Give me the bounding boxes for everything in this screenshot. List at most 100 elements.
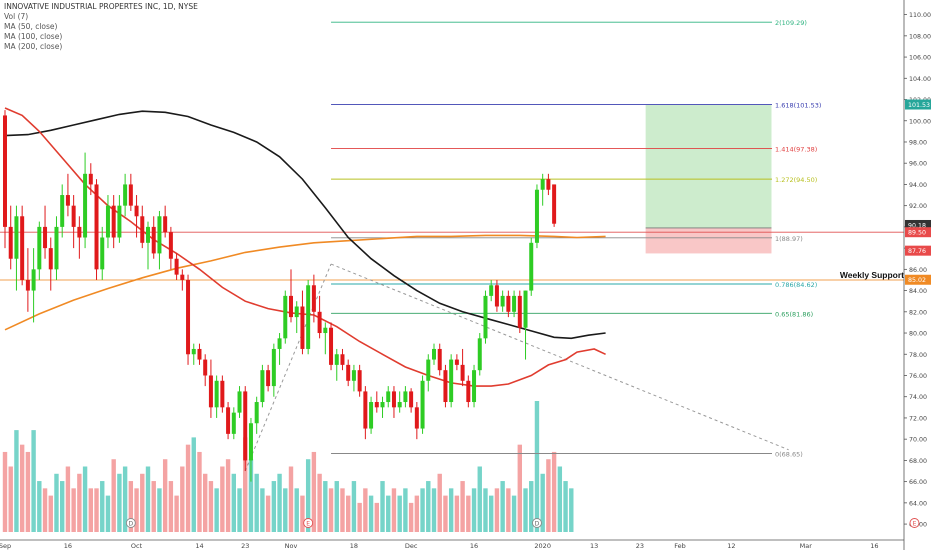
volume-bar (31, 430, 36, 532)
candle-body (54, 226, 59, 270)
candle-body (3, 115, 7, 227)
candle-body (317, 311, 322, 334)
candle-body (437, 348, 442, 371)
volume-bar (168, 481, 174, 532)
event-marker-label: D (535, 521, 540, 528)
candle-body (454, 359, 459, 365)
candle-body (117, 205, 122, 238)
time-tick-label: Dec (405, 542, 418, 550)
volume-bar (134, 488, 139, 532)
candle-body (186, 279, 191, 355)
time-tick-label: Feb (674, 542, 686, 550)
volume-bar (368, 495, 374, 532)
event-marker (532, 518, 542, 528)
candle-body (380, 402, 385, 408)
volume-bar (517, 444, 522, 532)
price-tick-label: 80.00 (909, 331, 927, 338)
candle-body (168, 232, 173, 259)
candle-body (414, 407, 419, 429)
volume-bar (128, 481, 134, 532)
legend-ma50[interactable]: MA (50, close) (4, 22, 58, 31)
candle-body (369, 402, 374, 429)
time-tick-label: 12 (727, 542, 735, 550)
legend-ma200[interactable]: MA (200, close) (4, 42, 63, 51)
candle-body (191, 348, 196, 355)
volume-bar (437, 473, 442, 532)
volume-bar (88, 488, 93, 532)
volume-bar (185, 444, 191, 532)
event-marker (909, 518, 920, 528)
volume-bar (380, 481, 385, 532)
candle-body (111, 205, 116, 238)
candle-body (220, 380, 225, 408)
volume-bar (203, 473, 208, 532)
volume-bar (174, 495, 179, 532)
volume-bar (248, 459, 254, 532)
price-label-text: 87.76 (908, 248, 926, 255)
volume-bar (151, 481, 156, 532)
fib-level-label: 0(68.65) (775, 450, 803, 458)
candle-body (477, 338, 482, 371)
candle-body (323, 327, 328, 334)
candle-body (300, 306, 305, 349)
price-label-text: 90.18 (908, 222, 926, 229)
price-tick-label: 96.00 (909, 161, 927, 168)
volume-bar (529, 481, 534, 532)
price-tick-label: 68.00 (909, 458, 927, 465)
time-tick-label: 23 (241, 542, 249, 550)
volume-bar (357, 502, 362, 532)
candle-body (163, 216, 168, 233)
volume-bar (551, 451, 557, 532)
price-tick-label: 110.00 (909, 12, 931, 19)
candle-body (260, 370, 265, 403)
volume-bar (386, 495, 391, 532)
candle-body (174, 258, 179, 275)
trendline (330, 263, 789, 451)
volume-bar (477, 466, 482, 532)
support-label: Weekly Support (840, 270, 904, 280)
volume-bar (37, 481, 42, 532)
volume-bar (334, 481, 339, 532)
price-label-box (905, 245, 931, 256)
candle-body (334, 354, 339, 365)
volume-bar (260, 488, 265, 532)
candle-body (289, 295, 293, 318)
candle-body (128, 184, 133, 206)
legend-volume[interactable]: Vol (7) (4, 12, 29, 21)
time-tick-label: Oct (131, 542, 143, 550)
volume-bar (328, 488, 334, 532)
volume-bar (397, 495, 402, 532)
event-marker (303, 518, 314, 528)
candle-body (512, 295, 517, 312)
candle-body (277, 338, 282, 349)
volume-bar (454, 495, 460, 532)
candle-body (283, 295, 288, 339)
candle-body (294, 306, 299, 318)
event-marker-label: E (913, 521, 917, 528)
candle-body (83, 173, 88, 238)
loss-zone (645, 227, 772, 254)
candle-body (208, 375, 213, 408)
volume-bar (534, 401, 540, 532)
volume-bar (431, 488, 437, 532)
candle-body (94, 184, 99, 270)
volume-bar (311, 451, 317, 532)
volume-bar (363, 488, 368, 532)
price-tick-label: 94.00 (909, 182, 927, 189)
legend-ma100[interactable]: MA (100, close) (4, 32, 63, 41)
candle-body (25, 279, 30, 291)
volume-bar (94, 488, 99, 532)
price-tick-label: 64.00 (909, 500, 927, 507)
candle-body (517, 295, 522, 328)
volume-bar (19, 444, 25, 532)
candle-body (140, 216, 145, 243)
time-tick-label: 2020 (534, 542, 551, 550)
price-tick-label: 100.00 (909, 118, 931, 125)
volume-bar (220, 466, 225, 532)
volume-bar (48, 495, 53, 532)
candle-body (37, 226, 42, 270)
candle-body (243, 391, 248, 461)
volume-bar (42, 488, 48, 532)
price-label-text: 85.02 (908, 277, 926, 284)
